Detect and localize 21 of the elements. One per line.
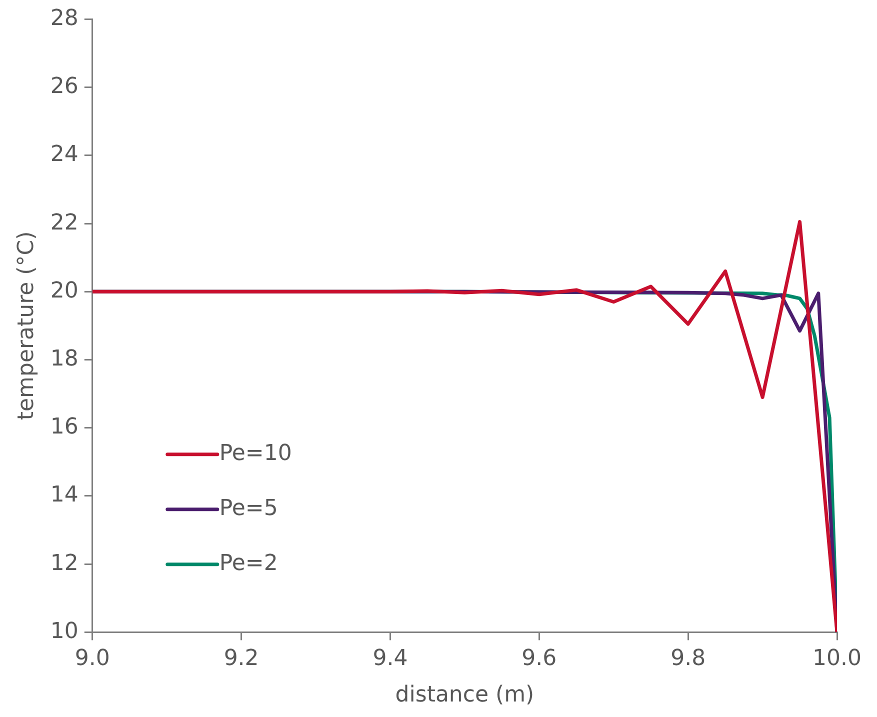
y-tick-label: 22 [50,210,78,236]
y-tick-label: 14 [50,482,78,508]
y-tick-label: 12 [50,550,78,576]
legend-label: Pe=2 [219,551,278,576]
y-tick-label: 18 [50,346,78,372]
y-tick-label: 16 [50,414,78,440]
x-tick-label: 9.2 [224,646,259,672]
legend-label: Pe=5 [219,496,278,522]
y-tick-label: 10 [50,618,78,644]
x-tick-label: 10.0 [812,646,862,672]
x-tick-label: 9.0 [74,646,110,672]
x-tick-label: 9.4 [372,646,408,672]
y-tick-label: 20 [50,278,78,304]
y-tick-label: 24 [50,142,78,168]
x-axis-title: distance (m) [395,682,534,708]
y-tick-label: 28 [50,6,78,31]
x-tick-label: 9.8 [670,646,706,672]
legend-label: Pe=10 [219,441,292,466]
x-tick-label: 9.6 [522,646,557,672]
y-axis-title: temperature (°C) [14,231,39,420]
y-tick-label: 26 [50,74,78,100]
